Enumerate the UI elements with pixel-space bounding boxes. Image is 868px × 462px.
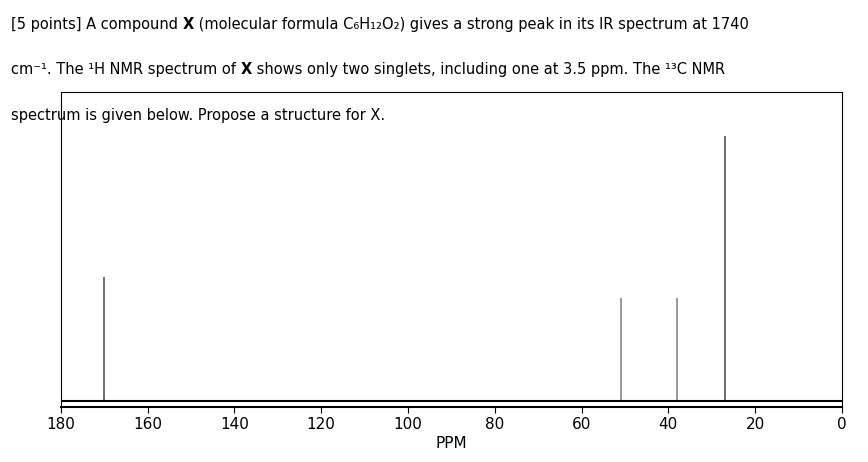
Text: cm⁻¹. The ¹H NMR spectrum of: cm⁻¹. The ¹H NMR spectrum of (11, 62, 240, 77)
Text: spectrum is given below. Propose a structure for X.: spectrum is given below. Propose a struc… (11, 108, 385, 123)
Text: X: X (240, 62, 252, 77)
Text: shows only two singlets, including one at 3.5 ppm. The ¹³C NMR: shows only two singlets, including one a… (252, 62, 725, 77)
Text: [5 points] A compound: [5 points] A compound (11, 17, 183, 31)
X-axis label: PPM: PPM (436, 436, 467, 451)
Text: X: X (183, 17, 194, 31)
Text: (molecular formula C₆H₁₂O₂) gives a strong peak in its IR spectrum at 1740: (molecular formula C₆H₁₂O₂) gives a stro… (194, 17, 749, 31)
